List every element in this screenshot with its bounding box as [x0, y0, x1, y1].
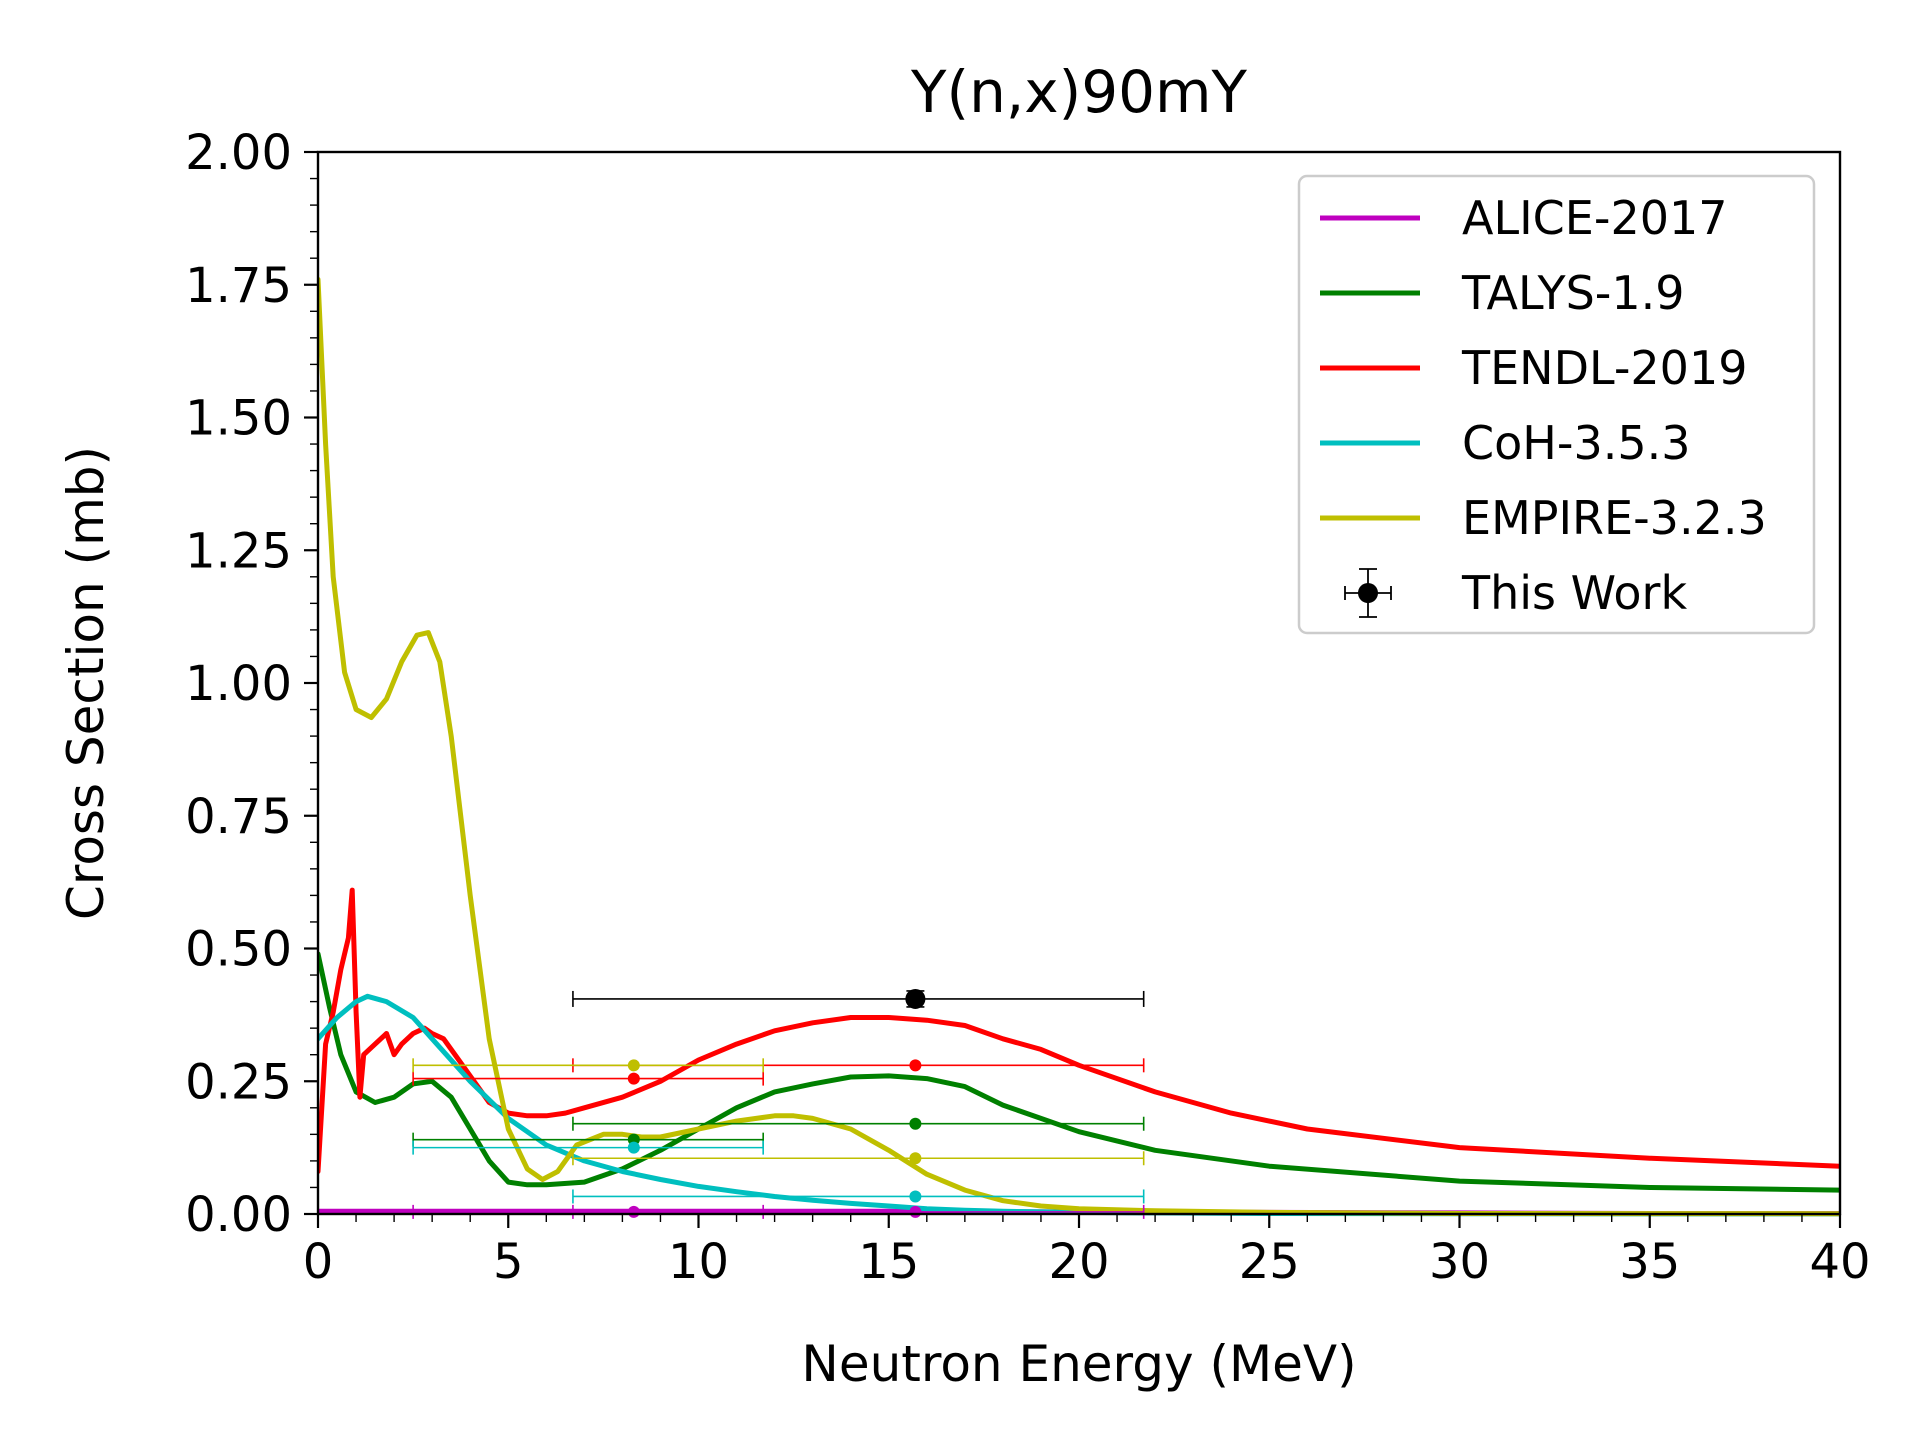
legend-label-this-work: This Work	[1461, 566, 1687, 620]
legend-label-tendl-2019: TENDL-2019	[1461, 341, 1747, 395]
x-tick-label: 0	[303, 1234, 334, 1290]
group-point-alice-2017-1	[909, 1205, 922, 1218]
x-axis-label: Neutron Energy (MeV)	[801, 1335, 1356, 1393]
x-tick-label: 15	[858, 1234, 919, 1290]
y-tick-label: 0.50	[185, 922, 292, 978]
x-tick-label: 20	[1048, 1234, 1109, 1290]
x-tick-label: 5	[493, 1234, 524, 1290]
group-point-tendl-2019-0	[627, 1072, 640, 1085]
y-tick-label: 1.75	[185, 258, 292, 314]
legend: ALICE-2017 TALYS-1.9 TENDL-2019 CoH-3.5.3 EM…	[1297, 174, 1816, 635]
x-tick-label: 10	[668, 1234, 729, 1290]
group-point-tendl-2019-1	[909, 1059, 922, 1072]
y-tick-label: 2.00	[185, 125, 292, 181]
legend-items: ALICE-2017 TALYS-1.9 TENDL-2019 CoH-3.5.3 EM…	[1320, 191, 1767, 620]
legend-label-talys-1-9: TALYS-1.9	[1461, 266, 1685, 320]
y-tick-label: 0.75	[185, 789, 292, 845]
group-point-coh-3-5-3-0	[627, 1141, 640, 1154]
y-tick-label: 1.00	[185, 656, 292, 712]
x-tick-label: 25	[1239, 1234, 1300, 1290]
exp-point-0	[905, 988, 926, 1009]
plot-area	[318, 276, 1840, 1219]
x-tick-label: 40	[1809, 1234, 1870, 1290]
y-tick-label: 0.00	[185, 1187, 292, 1243]
y-tick-label: 0.25	[185, 1054, 292, 1110]
group-point-coh-3-5-3-1	[909, 1190, 922, 1203]
x-tick-label: 35	[1619, 1234, 1680, 1290]
group-point-talys-1-9-1	[909, 1117, 922, 1130]
series-line-tendl-2019	[318, 887, 1840, 1174]
legend-label-alice-2017: ALICE-2017	[1462, 191, 1728, 245]
x-tick-label: 30	[1429, 1234, 1490, 1290]
group-point-empire-3-2-3-0	[627, 1059, 640, 1072]
y-tick-label: 1.25	[185, 523, 292, 579]
legend-marker-point	[1358, 583, 1378, 603]
legend-box	[1297, 174, 1816, 635]
legend-label-empire-3-2-3: EMPIRE-3.2.3	[1462, 491, 1767, 545]
y-axis-label: Cross Section (mb)	[57, 446, 115, 920]
experimental-points	[572, 988, 1145, 1009]
group-point-empire-3-2-3-1	[909, 1152, 922, 1165]
y-tick-label: 1.50	[185, 391, 292, 447]
legend-label-coh-3-5-3: CoH-3.5.3	[1462, 416, 1691, 470]
axes-frame	[316, 150, 1842, 1216]
series-line-talys-1-9	[318, 951, 1840, 1193]
chart-title: Y(n,x)90mY	[910, 58, 1248, 126]
axis-ticks: 0 5 10 15 20 25 30 35 40 0.00 0.25 0.50 0.75 1.00 1.25…	[185, 125, 1870, 1290]
